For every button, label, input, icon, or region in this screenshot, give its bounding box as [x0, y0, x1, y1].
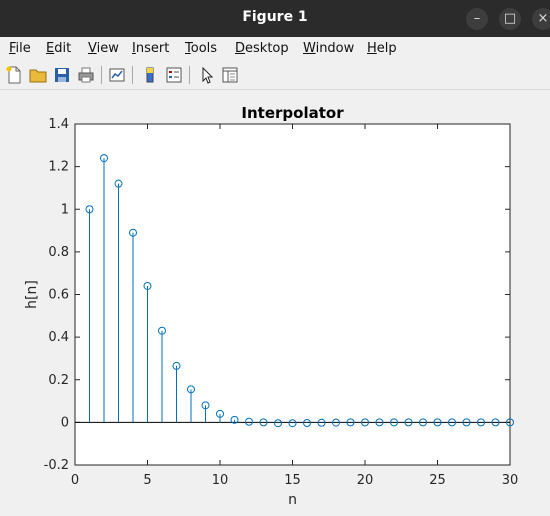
stem-marker	[259, 418, 268, 427]
toolbar	[0, 61, 550, 90]
open-folder-icon[interactable]	[29, 66, 47, 84]
stem-marker	[201, 401, 210, 410]
stem-marker	[274, 419, 282, 428]
window-title: Figure 1	[242, 9, 308, 25]
stem-marker	[332, 418, 340, 427]
stem-marker	[477, 418, 485, 427]
y-tick-label: 0.6	[48, 288, 69, 303]
stem-marker	[491, 418, 500, 427]
pointer-icon[interactable]	[198, 66, 216, 84]
stem-marker	[390, 418, 398, 427]
stem-marker	[375, 418, 384, 427]
stem-marker	[216, 409, 224, 418]
insert-colorbar-icon[interactable]	[141, 66, 159, 84]
print-icon[interactable]	[77, 66, 95, 84]
stem-marker	[245, 417, 253, 426]
menu-edit[interactable]: Edit	[46, 41, 72, 56]
stem-marker	[288, 419, 297, 428]
link-plot-icon[interactable]	[108, 66, 126, 84]
chart-title: Interpolator	[241, 104, 344, 122]
stem-marker	[361, 418, 369, 427]
x-tick-label: 25	[429, 473, 446, 488]
stem-marker	[158, 326, 166, 335]
stem-marker	[143, 281, 152, 290]
property-inspector-icon[interactable]	[221, 66, 239, 84]
menu-view[interactable]: View	[88, 41, 119, 56]
y-tick-label: 1.4	[48, 117, 69, 132]
stem-marker	[230, 415, 239, 424]
stem-marker	[404, 418, 413, 427]
stem-marker	[85, 205, 94, 214]
x-tick-label: 30	[502, 473, 519, 488]
stem-plot: -0.200.20.40.60.811.21.40 5 10 15 20 25 30Inte…	[24, 104, 519, 508]
stem-marker	[317, 418, 326, 427]
title-bar: Figure 1 – □ ×	[0, 0, 550, 37]
stem-marker	[462, 418, 471, 427]
stem-marker	[303, 419, 311, 428]
menu-insert[interactable]: Insert	[132, 41, 170, 56]
y-axis-label: h[n]	[24, 280, 40, 309]
minimize-button[interactable]: –	[466, 8, 488, 30]
menu-desktop[interactable]: Desktop	[235, 41, 289, 56]
insert-legend-icon[interactable]	[165, 66, 183, 84]
menu-window[interactable]: Window	[303, 41, 355, 56]
menu-bar: File Edit View Insert Tools Desktop Wind…	[0, 37, 550, 61]
close-button[interactable]: ×	[532, 8, 550, 30]
stem-marker	[346, 418, 355, 427]
toolbar-separator	[101, 66, 102, 84]
stem-marker	[172, 361, 181, 370]
menu-help[interactable]: Help	[367, 41, 397, 56]
x-tick-label: 5	[143, 473, 151, 488]
toolbar-separator	[132, 66, 133, 84]
toolbar-separator	[189, 66, 190, 84]
save-icon[interactable]	[53, 66, 71, 84]
y-tick-label: 0.2	[48, 373, 69, 388]
y-tick-label: 0.4	[48, 330, 69, 345]
menu-file[interactable]: File	[9, 41, 31, 56]
new-file-icon[interactable]	[5, 66, 23, 84]
stem-marker	[114, 179, 123, 188]
x-tick-label: 10	[212, 473, 229, 488]
y-tick-label: 0.8	[48, 245, 69, 260]
stem-marker	[100, 154, 108, 163]
stem-marker	[448, 418, 456, 427]
maximize-button[interactable]: □	[499, 8, 521, 30]
axes-box	[74, 123, 511, 466]
y-tick-label: 1	[61, 202, 69, 217]
y-tick-label: 0	[61, 415, 69, 430]
stem-marker	[506, 418, 514, 427]
stem-marker	[419, 418, 427, 427]
menu-tools[interactable]: Tools	[185, 41, 218, 56]
y-tick-label: -0.2	[44, 458, 69, 473]
stem-marker	[433, 418, 442, 427]
x-tick-label: 0	[71, 473, 79, 488]
x-axis-label: n	[288, 492, 297, 508]
figure-canvas: -0.2 0 0.2 0.4 0.6 0.8 1 1.2 1.4 0 5 10 15 20 25 30 Inte…	[0, 90, 550, 512]
stem-marker	[187, 385, 195, 394]
x-tick-label: 20	[357, 473, 374, 488]
stem-marker	[129, 228, 137, 237]
x-tick-label: 15	[284, 473, 301, 488]
y-tick-label: 1.2	[48, 160, 69, 175]
